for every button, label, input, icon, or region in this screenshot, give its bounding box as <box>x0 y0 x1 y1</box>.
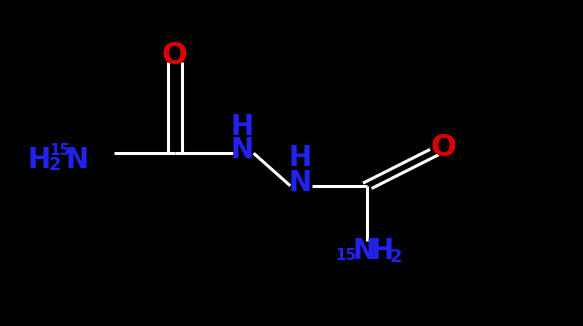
Text: 15: 15 <box>50 143 71 158</box>
Text: H: H <box>289 144 312 172</box>
Text: 2: 2 <box>389 247 402 266</box>
Text: 2: 2 <box>48 156 61 174</box>
Text: N: N <box>353 237 376 265</box>
Text: N: N <box>65 146 89 174</box>
Text: H: H <box>370 237 394 265</box>
Text: N: N <box>289 169 312 197</box>
Text: N: N <box>230 136 254 164</box>
Text: H: H <box>28 146 51 174</box>
Text: H: H <box>230 113 254 141</box>
Text: 15: 15 <box>335 248 356 263</box>
Text: O: O <box>162 41 188 70</box>
Text: O: O <box>430 133 456 162</box>
